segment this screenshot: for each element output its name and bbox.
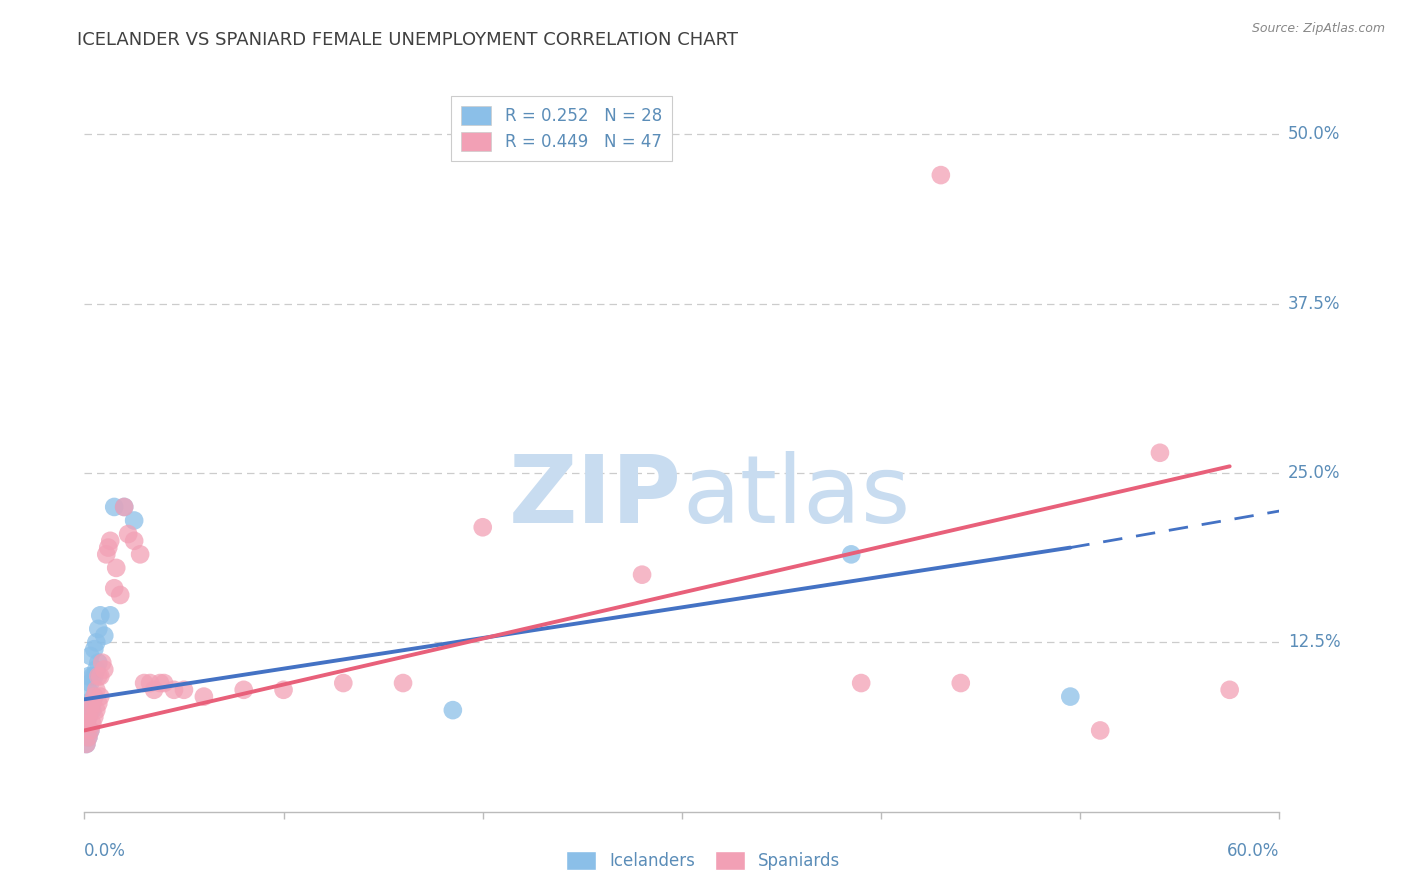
Point bbox=[77, 730, 100, 744]
Point bbox=[98, 533, 121, 548]
Text: 25.0%: 25.0% bbox=[1288, 464, 1340, 482]
Point bbox=[89, 690, 111, 704]
Legend: R = 0.252   N = 28, R = 0.449   N = 47: R = 0.252 N = 28, R = 0.449 N = 47 bbox=[451, 96, 672, 161]
Point bbox=[79, 723, 101, 738]
Point bbox=[82, 697, 104, 711]
Point bbox=[93, 629, 115, 643]
Point bbox=[193, 690, 215, 704]
Text: 50.0%: 50.0% bbox=[1288, 126, 1340, 144]
Point bbox=[75, 697, 97, 711]
Point bbox=[75, 737, 97, 751]
Point bbox=[89, 669, 111, 683]
Point bbox=[96, 547, 118, 561]
Text: 37.5%: 37.5% bbox=[1288, 294, 1340, 313]
Point bbox=[86, 663, 108, 677]
Point bbox=[392, 676, 415, 690]
Point bbox=[1090, 723, 1112, 738]
Point bbox=[83, 690, 105, 704]
Legend: Icelanders, Spaniards: Icelanders, Spaniards bbox=[560, 844, 846, 877]
Point bbox=[471, 520, 494, 534]
Point bbox=[110, 588, 132, 602]
Text: ICELANDER VS SPANIARD FEMALE UNEMPLOYMENT CORRELATION CHART: ICELANDER VS SPANIARD FEMALE UNEMPLOYMEN… bbox=[77, 31, 738, 49]
Point bbox=[273, 682, 295, 697]
Point bbox=[112, 500, 135, 514]
Point bbox=[129, 547, 152, 561]
Point bbox=[87, 697, 110, 711]
Point bbox=[631, 567, 654, 582]
Point bbox=[1059, 690, 1081, 704]
Point bbox=[105, 561, 128, 575]
Point bbox=[77, 710, 100, 724]
Point bbox=[82, 716, 104, 731]
Point bbox=[82, 669, 104, 683]
Point bbox=[117, 527, 139, 541]
Point bbox=[83, 710, 105, 724]
Point bbox=[86, 703, 108, 717]
Point bbox=[232, 682, 254, 697]
Point bbox=[86, 682, 108, 697]
Point bbox=[98, 608, 121, 623]
Point bbox=[91, 656, 114, 670]
Point bbox=[75, 716, 97, 731]
Text: ZIP: ZIP bbox=[509, 451, 682, 543]
Point bbox=[87, 622, 110, 636]
Point bbox=[949, 676, 972, 690]
Point bbox=[77, 669, 100, 683]
Point bbox=[153, 676, 176, 690]
Text: atlas: atlas bbox=[682, 451, 910, 543]
Point bbox=[929, 168, 952, 182]
Point bbox=[851, 676, 873, 690]
Point bbox=[79, 676, 101, 690]
Point bbox=[112, 500, 135, 514]
Text: Source: ZipAtlas.com: Source: ZipAtlas.com bbox=[1251, 22, 1385, 36]
Point bbox=[75, 737, 97, 751]
Point bbox=[1149, 446, 1171, 460]
Point bbox=[83, 642, 105, 657]
Point bbox=[87, 656, 110, 670]
Point bbox=[132, 676, 156, 690]
Point bbox=[163, 682, 186, 697]
Point bbox=[103, 581, 125, 595]
Text: 12.5%: 12.5% bbox=[1288, 633, 1340, 651]
Point bbox=[89, 608, 111, 623]
Point bbox=[83, 690, 105, 704]
Point bbox=[75, 716, 97, 731]
Point bbox=[83, 669, 105, 683]
Point bbox=[441, 703, 464, 717]
Point bbox=[86, 635, 108, 649]
Point bbox=[97, 541, 120, 555]
Point bbox=[77, 682, 100, 697]
Point bbox=[82, 703, 104, 717]
Point bbox=[839, 547, 862, 561]
Point bbox=[1219, 682, 1241, 697]
Point bbox=[103, 500, 125, 514]
Point bbox=[87, 669, 110, 683]
Point bbox=[122, 514, 145, 528]
Point bbox=[332, 676, 354, 690]
Point bbox=[93, 663, 115, 677]
Point bbox=[173, 682, 195, 697]
Text: 0.0%: 0.0% bbox=[84, 842, 127, 860]
Point bbox=[143, 682, 166, 697]
Point bbox=[79, 703, 101, 717]
Point bbox=[79, 648, 101, 663]
Text: 60.0%: 60.0% bbox=[1227, 842, 1279, 860]
Point bbox=[79, 723, 101, 738]
Point bbox=[139, 676, 162, 690]
Point bbox=[122, 533, 145, 548]
Point bbox=[149, 676, 172, 690]
Point bbox=[77, 730, 100, 744]
Point bbox=[77, 710, 100, 724]
